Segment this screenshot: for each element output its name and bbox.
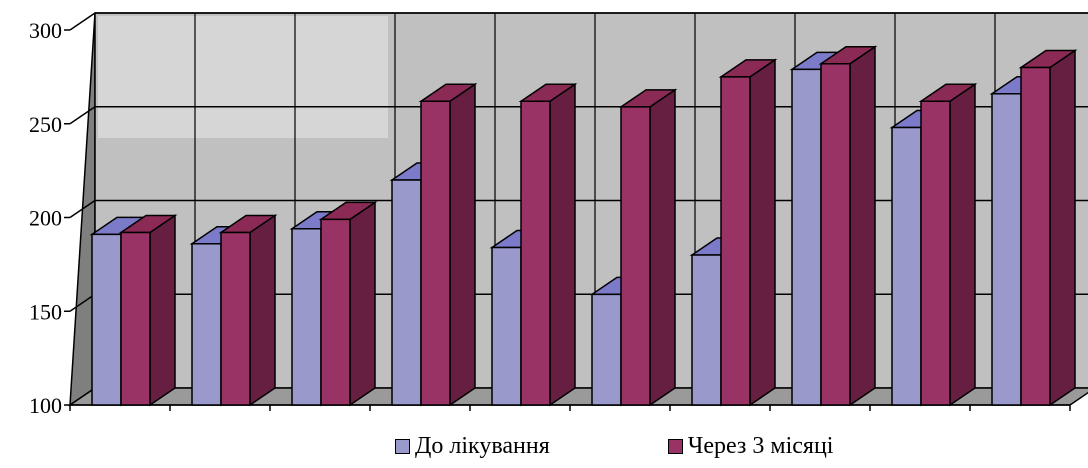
bar-after-8 [818, 45, 878, 407]
chart-back-wall-highlight [98, 16, 388, 138]
bar-after-6 [618, 88, 678, 407]
y-tick-label: 300 [29, 18, 62, 43]
legend-label-after-3-months: Через 3 місяці [687, 432, 834, 459]
legend-swatch-after-3-months [667, 438, 683, 454]
bar-after-9 [918, 82, 978, 407]
legend: До лікування Через 3 місяці [395, 430, 951, 462]
gridline-side [69, 12, 96, 31]
bar-after-1 [118, 214, 178, 407]
bar-after-3 [318, 200, 378, 407]
legend-item-after-3-months: Через 3 місяці [667, 432, 834, 460]
legend-swatch-before-treatment [395, 438, 410, 454]
y-tick-label: 200 [29, 206, 62, 231]
gridline-side [69, 293, 96, 312]
legend-item-before-treatment: До лікування [395, 433, 550, 460]
gridline-side [69, 106, 96, 125]
y-tick-label: 150 [29, 299, 62, 324]
gridline-side [69, 199, 96, 219]
y-tick-label: 250 [29, 112, 62, 137]
y-axis-labels: 100 150 200 250 300 [29, 18, 62, 418]
legend-label-before-treatment: До лікування [415, 432, 550, 459]
bar-after-4 [418, 82, 478, 407]
bar-after-7 [718, 58, 778, 407]
bar-after-5 [518, 82, 578, 407]
y-tick-label: 100 [29, 393, 62, 418]
bar-after-10 [1018, 49, 1078, 407]
bar-after-2 [218, 214, 278, 407]
bars [89, 45, 1078, 407]
